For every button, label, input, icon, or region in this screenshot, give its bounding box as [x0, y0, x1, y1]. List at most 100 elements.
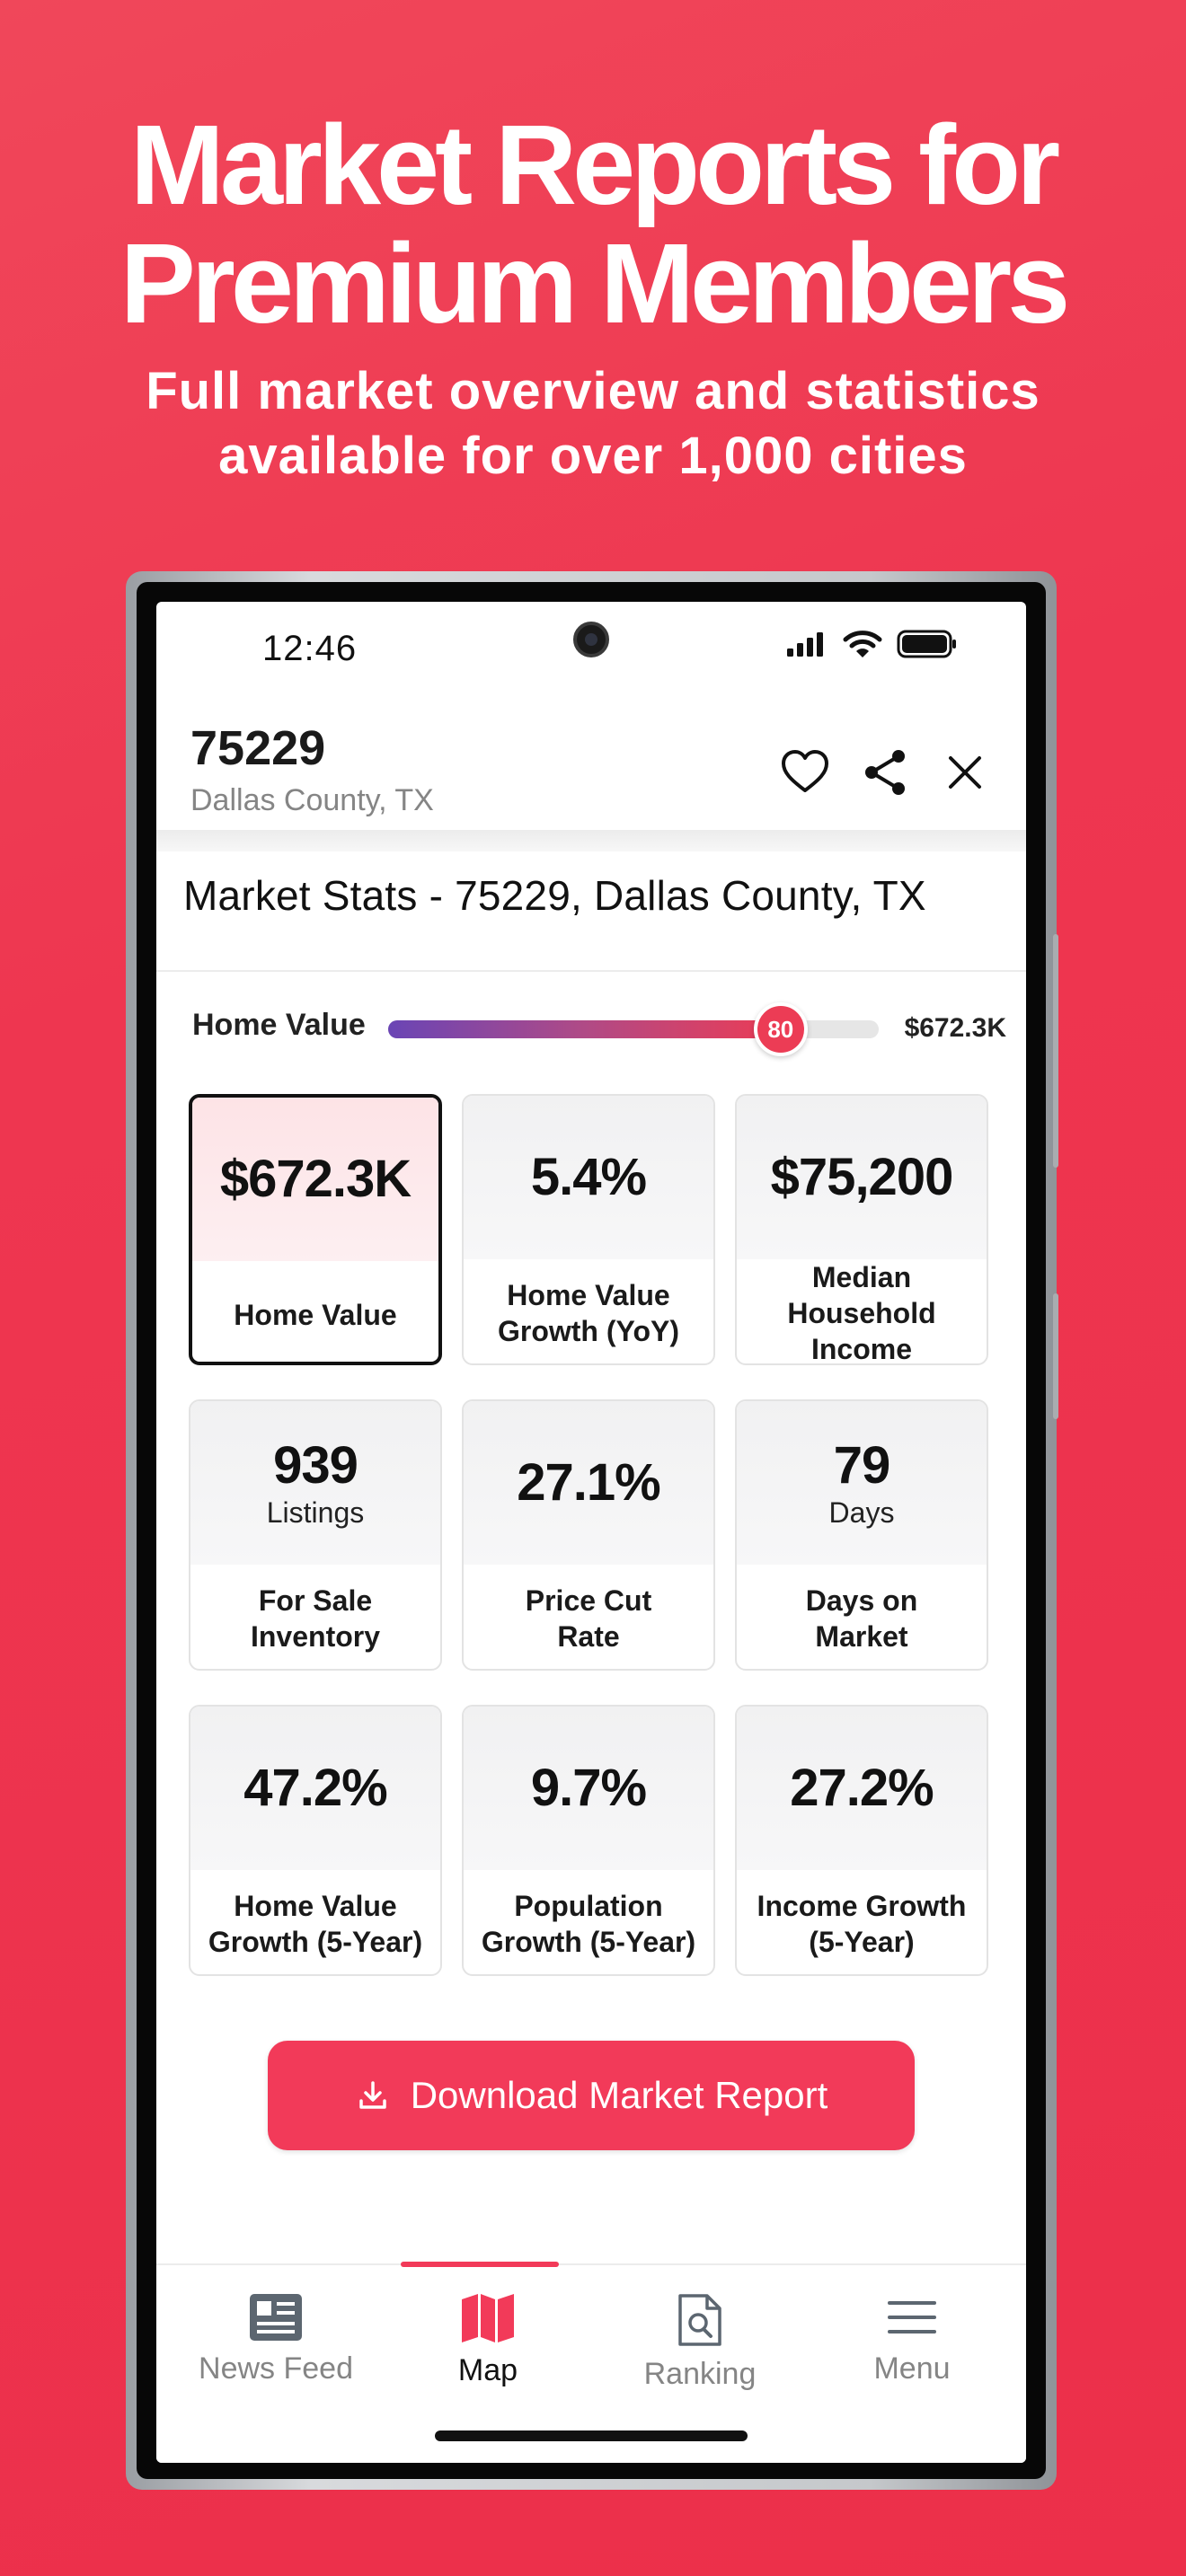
- download-market-report-button[interactable]: Download Market Report: [268, 2041, 915, 2150]
- hero-subtitle-line1: Full market overview and statistics: [146, 362, 1040, 420]
- county-subtitle: Dallas County, TX: [190, 783, 434, 817]
- home-value-slider-fill: [388, 1020, 781, 1038]
- stat-card-value: 9.7%: [530, 1759, 647, 1817]
- stat-card-label-text: Price Cut Rate: [526, 1583, 651, 1654]
- signal-icon: [787, 632, 823, 657]
- stat-card-label-line2: Growth (5-Year): [481, 1926, 696, 1958]
- tab-label: Ranking: [643, 2357, 757, 2391]
- stat-card[interactable]: 9.7% Population Growth (5-Year): [462, 1705, 715, 1976]
- stat-card-label-line1: Home Value: [507, 1279, 670, 1311]
- stat-card[interactable]: 5.4% Home Value Growth (YoY): [462, 1094, 715, 1365]
- stat-card[interactable]: 27.1% Price Cut Rate: [462, 1399, 715, 1671]
- ranking-icon: [678, 2294, 721, 2346]
- tab-label: Map: [457, 2353, 518, 2387]
- stat-card-label-line1: Home Value: [234, 1890, 397, 1922]
- home-value-label: Home Value: [192, 1008, 366, 1042]
- hero-title-line1: Market Reports for: [129, 101, 1060, 228]
- close-icon[interactable]: [938, 745, 992, 799]
- stat-card-value-area: $672.3K: [192, 1098, 438, 1261]
- stat-card-label-line2: Market: [815, 1620, 908, 1653]
- stat-card-label-text: Home Value Growth (5-Year): [208, 1888, 422, 1960]
- stat-card-label-text: Days on Market: [806, 1583, 917, 1654]
- stat-card-label-line2: (5-Year): [809, 1926, 915, 1958]
- tab-map[interactable]: Map: [379, 2265, 597, 2409]
- stat-card-value: 27.1%: [517, 1453, 660, 1512]
- stat-card-value: 5.4%: [530, 1148, 647, 1206]
- stat-card-label-line1: Population: [514, 1890, 663, 1922]
- stat-card-value-area: 27.1%: [464, 1401, 713, 1565]
- zip-code-title: 75229: [190, 721, 326, 775]
- stat-card-label: Home Value Growth (5-Year): [190, 1870, 440, 1974]
- stat-card-value-area: 47.2%: [190, 1707, 440, 1870]
- menu-icon: [888, 2301, 936, 2333]
- stat-card-unit: Days: [828, 1495, 895, 1529]
- status-time: 12:46: [262, 629, 358, 668]
- wifi-icon: [843, 631, 882, 657]
- stat-card-label-line1: Days on: [805, 1584, 918, 1617]
- stat-card-label-text: Median Household Income: [740, 1259, 983, 1365]
- stat-card-label-line2: Income: [810, 1333, 913, 1365]
- stat-card-value: 79: [833, 1435, 891, 1495]
- home-value-slider[interactable]: 80: [388, 1002, 879, 1056]
- home-value-slider-knob[interactable]: 80: [753, 1002, 808, 1056]
- hero-title: Market Reports for Premium Members: [0, 106, 1186, 343]
- stat-card-label-line1: Price Cut: [525, 1584, 652, 1617]
- stat-card-label: Days on Market: [737, 1565, 987, 1669]
- status-bar: 12:46: [156, 602, 1026, 710]
- tab-label: News Feed: [199, 2351, 353, 2386]
- tab-menu[interactable]: Menu: [803, 2265, 1021, 2409]
- stat-card-label-line1: Median Household: [787, 1261, 936, 1329]
- stat-card[interactable]: 939 Listings For Sale Inventory: [189, 1399, 442, 1671]
- stat-card-label: Income Growth (5-Year): [737, 1870, 987, 1974]
- stat-card-label-text: For Sale Inventory: [251, 1583, 380, 1654]
- header-divider: [156, 830, 1026, 851]
- hero-subtitle-line2: available for over 1,000 cities: [218, 427, 968, 485]
- stat-card-label-line2: Growth (YoY): [497, 1315, 680, 1347]
- hero-title-line2: Premium Members: [119, 220, 1070, 347]
- stat-card-label-line1: For Sale: [258, 1584, 373, 1617]
- tab-label: Menu: [873, 2351, 951, 2386]
- stat-card-unit: Listings: [266, 1495, 365, 1529]
- stat-card-label: Population Growth (5-Year): [464, 1870, 713, 1974]
- stat-card-value-area: 79 Days: [737, 1401, 987, 1565]
- stat-card-value: $75,200: [770, 1148, 954, 1206]
- stat-card[interactable]: 27.2% Income Growth (5-Year): [735, 1705, 988, 1976]
- share-icon[interactable]: [859, 745, 913, 799]
- home-indicator: [435, 2430, 748, 2441]
- stat-card-label-line2: Rate: [557, 1620, 620, 1653]
- stat-card-value-area: 9.7%: [464, 1707, 713, 1870]
- stat-card-label: Price Cut Rate: [464, 1565, 713, 1669]
- stat-card-label-line2: Inventory: [250, 1620, 381, 1653]
- stat-card-label-line2: Growth (5-Year): [208, 1926, 423, 1958]
- section-divider: [156, 970, 1026, 972]
- stat-card-label: For Sale Inventory: [190, 1565, 440, 1669]
- tab-news-feed[interactable]: News Feed: [167, 2265, 385, 2409]
- stat-card-label-line1: Home Value: [234, 1299, 397, 1331]
- active-tab-indicator: [401, 2262, 559, 2267]
- stat-card-label-text: Population Growth (5-Year): [482, 1888, 695, 1960]
- market-stats-title: Market Stats - 75229, Dallas County, TX: [183, 872, 926, 919]
- stat-card-label-text: Income Growth (5-Year): [757, 1888, 967, 1960]
- stat-card[interactable]: 47.2% Home Value Growth (5-Year): [189, 1705, 442, 1976]
- stat-card-value-area: 939 Listings: [190, 1401, 440, 1565]
- stat-card-value: 939: [273, 1435, 358, 1495]
- stats-card-grid: $672.3K Home Value 5.4% Home Value Growth (Y…: [189, 1094, 997, 1976]
- home-value-amount: $672.3K: [904, 1013, 1006, 1043]
- stat-card-label-text: Home Value Growth (YoY): [498, 1277, 679, 1349]
- tab-ranking[interactable]: Ranking: [591, 2265, 809, 2409]
- map-icon: [462, 2294, 514, 2342]
- stat-card-label-line1: Income Growth: [757, 1890, 967, 1922]
- download-button-label: Download Market Report: [410, 2074, 828, 2116]
- stat-card-value: 27.2%: [790, 1759, 934, 1817]
- stat-card[interactable]: $672.3K Home Value: [189, 1094, 442, 1365]
- stat-card[interactable]: $75,200 Median Household Income: [735, 1094, 988, 1365]
- stat-card-label: Median Household Income: [737, 1259, 987, 1365]
- download-icon: [358, 2081, 386, 2109]
- stat-card[interactable]: 79 Days Days on Market: [735, 1399, 988, 1671]
- phone-screen: 12:46 75229 Dallas County, TX: [156, 602, 1026, 2463]
- status-icons: [785, 629, 958, 659]
- stat-card-value-area: 5.4%: [464, 1096, 713, 1259]
- battery-icon: [897, 630, 956, 658]
- heart-icon[interactable]: [778, 745, 832, 799]
- stat-card-label-text: Home Value: [234, 1297, 396, 1333]
